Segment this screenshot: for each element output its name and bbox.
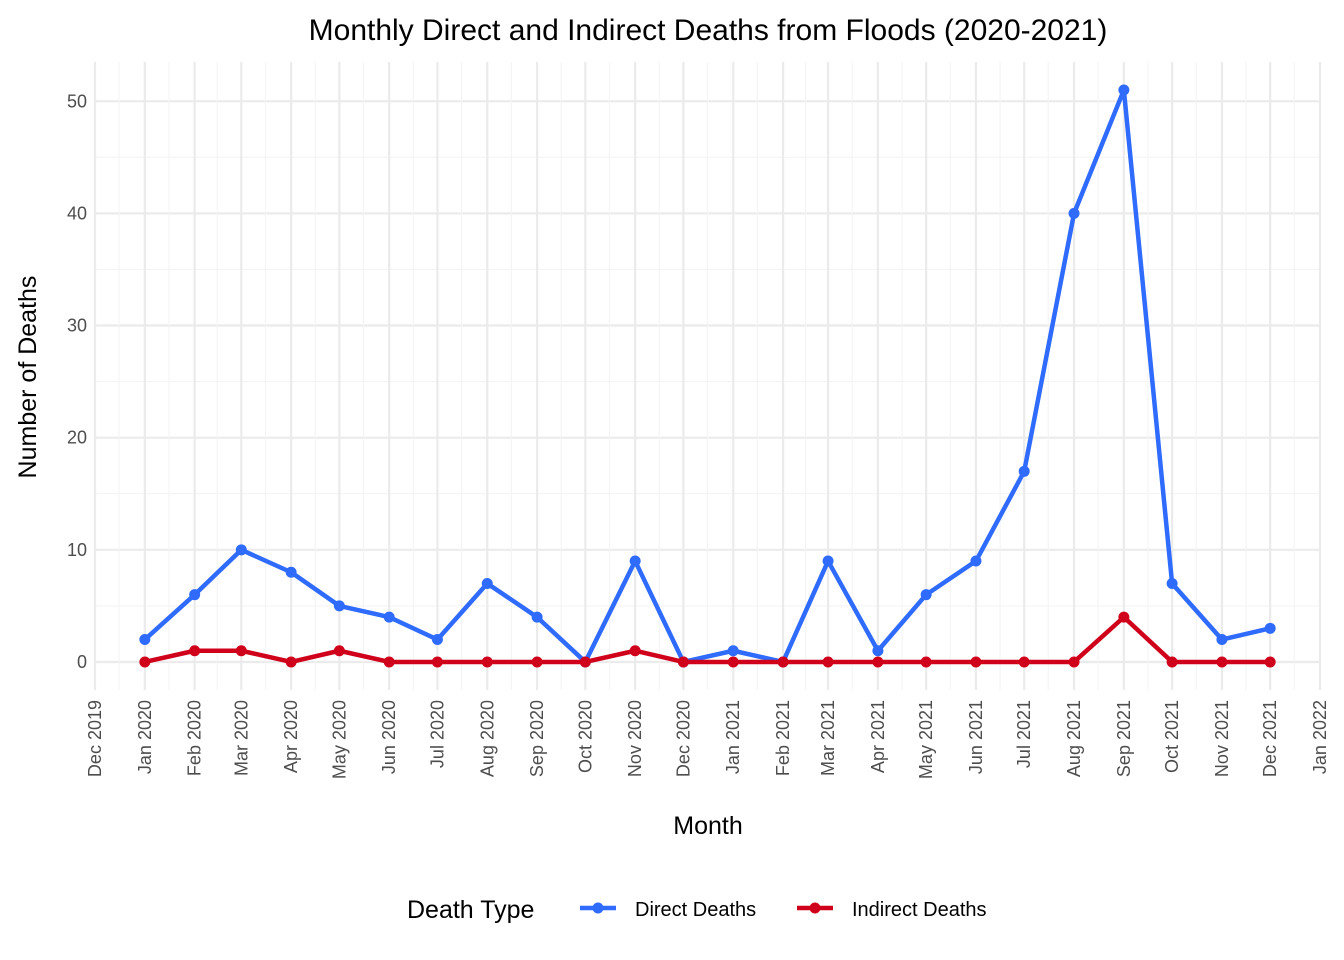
legend: Death Type Direct Deaths Indirect Deaths	[407, 896, 987, 924]
x-tick-label: Sep 2020	[527, 700, 547, 777]
series-line	[144, 614, 1271, 665]
data-point	[1118, 611, 1130, 623]
x-axis-title: Month	[673, 812, 742, 840]
data-point	[1018, 465, 1030, 477]
data-point	[139, 634, 151, 646]
legend-label: Indirect Deaths	[852, 899, 987, 921]
data-point	[1068, 207, 1080, 219]
data-point	[383, 656, 395, 668]
data-point	[1216, 656, 1228, 668]
x-tick-label: Jun 2021	[966, 700, 986, 774]
data-point	[1264, 622, 1276, 634]
data-point	[872, 645, 884, 657]
legend-label: Direct Deaths	[635, 899, 756, 921]
data-point	[970, 555, 982, 567]
x-tick-label: Jul 2021	[1014, 700, 1034, 768]
legend-item: Direct Deaths	[580, 899, 756, 921]
data-point	[285, 566, 297, 578]
y-tick-label: 20	[67, 428, 87, 448]
data-point	[1166, 577, 1178, 589]
x-tick-label: Aug 2021	[1064, 700, 1084, 777]
y-tick-label: 10	[67, 540, 87, 560]
data-point	[579, 656, 591, 668]
x-tick-label: Mar 2020	[231, 700, 251, 776]
data-point	[677, 656, 689, 668]
data-point	[727, 645, 739, 657]
x-tick-label: Apr 2021	[868, 700, 888, 773]
x-tick-label: Aug 2020	[477, 700, 497, 777]
y-axis: 0 10 20 30 40 50	[67, 91, 87, 672]
legend-items: Direct Deaths Indirect Deaths	[580, 899, 987, 921]
x-tick-label: Sep 2021	[1114, 700, 1134, 777]
data-point	[333, 600, 345, 612]
y-tick-label: 30	[67, 316, 87, 336]
data-point	[235, 645, 247, 657]
x-tick-label: Feb 2020	[185, 700, 205, 776]
data-point	[531, 656, 543, 668]
x-tick-label: Nov 2020	[625, 700, 645, 777]
data-point	[1118, 84, 1130, 96]
data-point	[1216, 634, 1228, 646]
x-tick-label: Mar 2021	[818, 700, 838, 776]
series-1	[139, 611, 1276, 668]
data-point	[777, 656, 789, 668]
x-tick-label: Apr 2020	[281, 700, 301, 773]
x-tick-label: Oct 2021	[1162, 700, 1182, 773]
x-tick-label: May 2020	[329, 700, 349, 779]
data-point	[431, 634, 443, 646]
legend-title: Death Type	[407, 896, 534, 924]
x-tick-label: Jan 2020	[135, 700, 155, 774]
data-point	[629, 555, 641, 567]
data-point	[285, 656, 297, 668]
data-point	[970, 656, 982, 668]
x-tick-label: Oct 2020	[575, 700, 595, 773]
legend-key-point	[592, 902, 604, 914]
x-tick-label: Dec 2021	[1260, 700, 1280, 777]
x-tick-label: Feb 2021	[773, 700, 793, 776]
y-tick-label: 40	[67, 203, 87, 223]
data-point	[822, 555, 834, 567]
data-point	[872, 656, 884, 668]
x-tick-label: Dec 2019	[85, 700, 105, 777]
data-point	[531, 611, 543, 623]
data-point	[481, 577, 493, 589]
x-tick-label: Jan 2022	[1310, 700, 1330, 774]
series-0	[139, 84, 1276, 668]
data-point	[139, 656, 151, 668]
data-point	[189, 645, 201, 657]
x-tick-label: May 2021	[916, 700, 936, 779]
series-line	[143, 87, 1271, 665]
x-tick-label: Jul 2020	[427, 700, 447, 768]
x-tick-label: Nov 2021	[1212, 700, 1232, 777]
x-tick-label: Dec 2020	[673, 700, 693, 777]
x-axis: Dec 2019 Jan 2020 Feb 2020 Mar 2020 Apr 2020…	[85, 700, 1330, 779]
x-tick-label: Jan 2021	[723, 700, 743, 774]
data-point	[189, 589, 201, 601]
data-point	[481, 656, 493, 668]
y-tick-label: 0	[77, 652, 87, 672]
data-point	[920, 656, 932, 668]
chart-title: Monthly Direct and Indirect Deaths from …	[309, 14, 1108, 47]
y-axis-title: Number of Deaths	[14, 276, 42, 479]
data-point	[1068, 656, 1080, 668]
data-point	[1264, 656, 1276, 668]
legend-key-point	[809, 902, 821, 914]
y-tick-label: 50	[67, 91, 87, 111]
data-point	[431, 656, 443, 668]
data-point	[629, 645, 641, 657]
series-layer	[139, 84, 1276, 668]
data-point	[333, 645, 345, 657]
data-point	[235, 544, 247, 556]
x-tick-label: Jun 2020	[379, 700, 399, 774]
data-point	[1166, 656, 1178, 668]
data-point	[383, 611, 395, 623]
data-point	[822, 656, 834, 668]
grid	[93, 62, 1322, 690]
data-point	[920, 589, 932, 601]
data-point	[1018, 656, 1030, 668]
data-point	[727, 656, 739, 668]
legend-item: Indirect Deaths	[797, 899, 987, 921]
